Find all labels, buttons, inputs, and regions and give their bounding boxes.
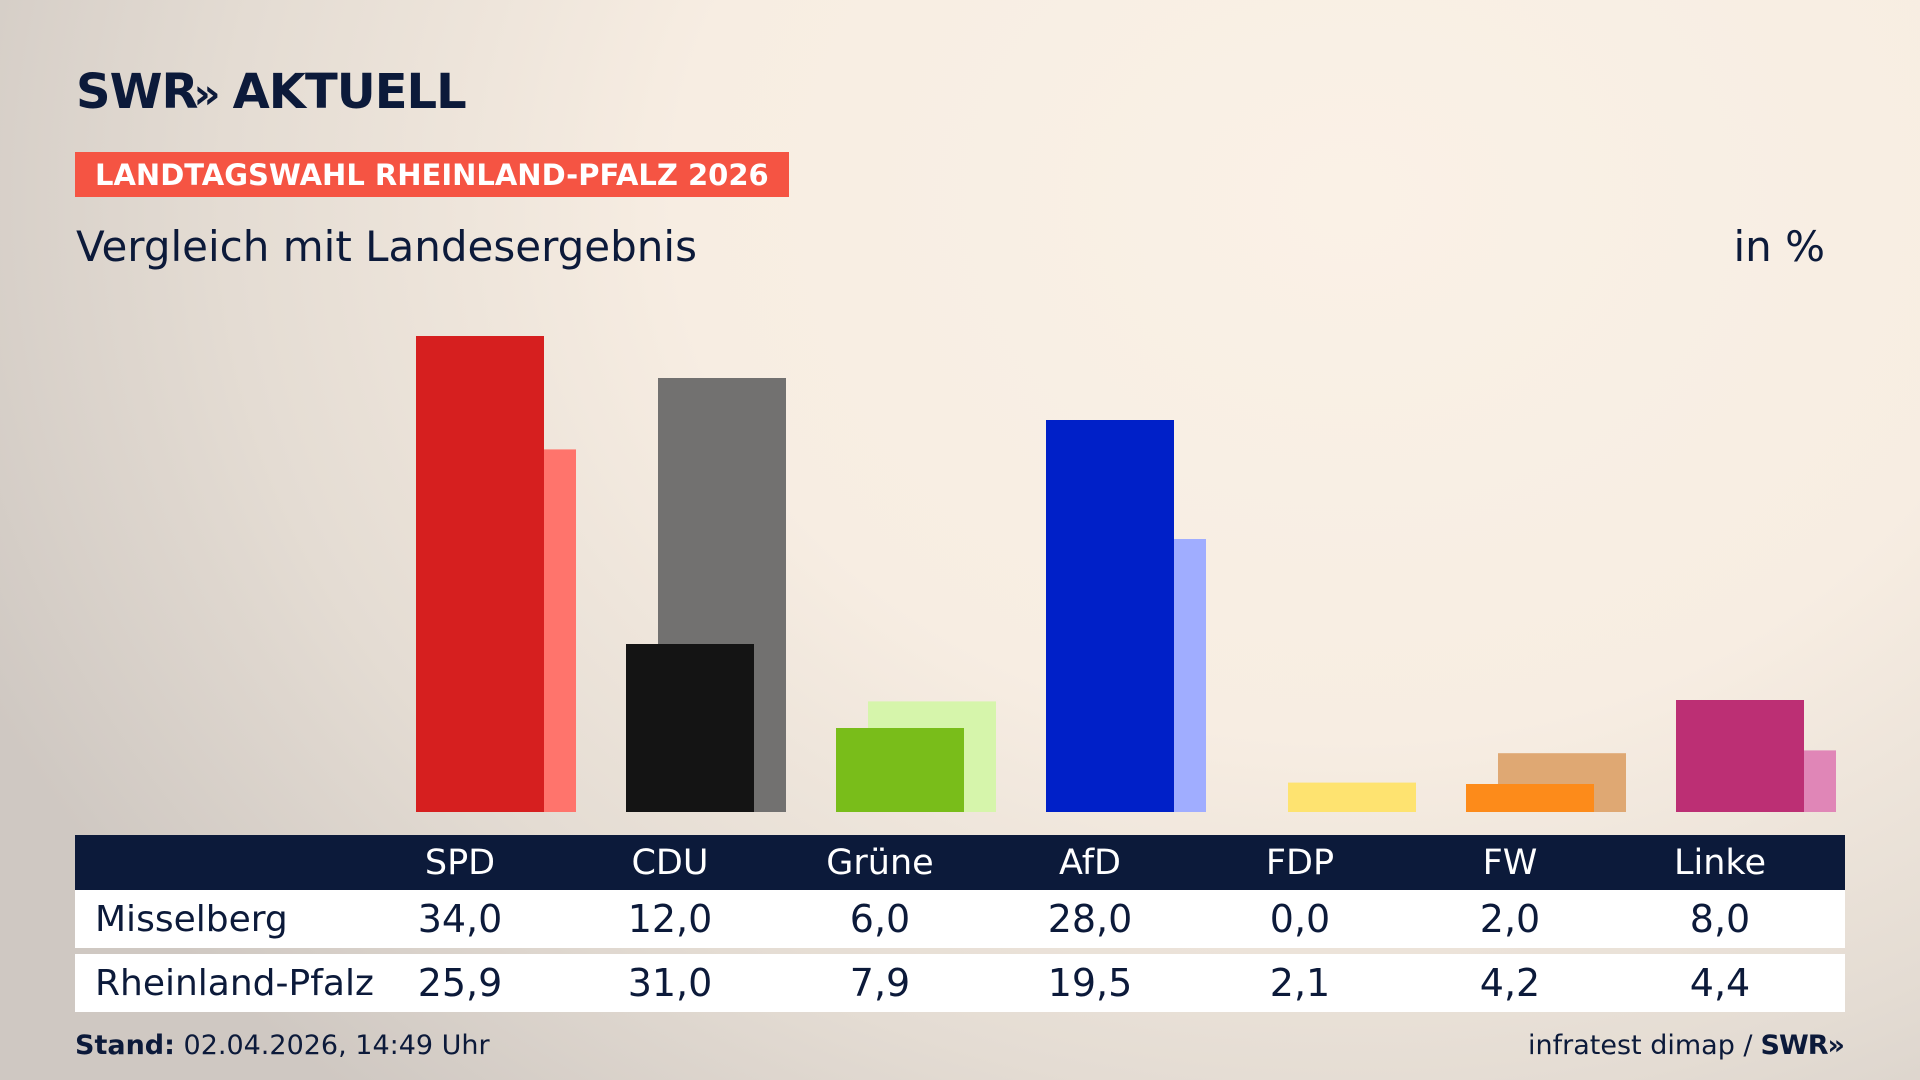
bar-local-linke (1676, 700, 1804, 812)
results-table: SPD CDU Grüne AfD FDP FW Linke Misselberg 34,0… (75, 835, 1845, 1012)
cell-state-spd: 25,9 (417, 961, 503, 1005)
cell-state-fdp: 2,1 (1269, 961, 1331, 1005)
column-header-cdu: CDU (631, 842, 709, 883)
bar-chart (416, 336, 1836, 812)
row-label-state: Rheinland-Pfalz (95, 962, 374, 1004)
column-header-fw: FW (1482, 842, 1538, 883)
brand-name: SWR (76, 64, 198, 120)
swr-small-logo: SWR» (1760, 1030, 1845, 1061)
bar-local-fw (1466, 784, 1594, 812)
bar-local-cdu (626, 644, 754, 812)
cell-state-linke: 4,4 (1689, 961, 1751, 1005)
bar-local-grüne (836, 728, 964, 812)
source-text: infratest dimap / (1528, 1030, 1753, 1061)
cell-local-spd: 34,0 (417, 897, 503, 941)
chart-subtitle: Vergleich mit Landesergebnis (76, 222, 697, 271)
row-label-local: Misselberg (95, 898, 288, 940)
swr-aktuell-logo: SWR» AKTUELL (76, 64, 467, 120)
unit-label: in % (1733, 222, 1825, 271)
cell-state-fw: 4,2 (1479, 961, 1541, 1005)
timestamp: Stand: 02.04.2026, 14:49 Uhr (75, 1030, 490, 1061)
cell-local-fdp: 0,0 (1269, 897, 1331, 941)
cell-local-afd: 28,0 (1047, 897, 1133, 941)
cell-local-fw: 2,0 (1479, 897, 1541, 941)
brand-sub: AKTUELL (232, 64, 467, 120)
table-header-spacer (75, 862, 355, 863)
column-header-grüne: Grüne (826, 842, 934, 883)
source-credit: infratest dimap / SWR» (1528, 1030, 1845, 1061)
column-header-spd: SPD (424, 842, 496, 883)
table-row-local: Misselberg 34,0 12,0 6,0 28,0 0,0 2,0 8,0 (75, 890, 1845, 948)
table-row-state: Rheinland-Pfalz 25,9 31,0 7,9 19,5 2,1 4,2 4,4 (75, 954, 1845, 1012)
cell-local-linke: 8,0 (1689, 897, 1751, 941)
election-banner: LANDTAGSWAHL RHEINLAND-PFALZ 2026 (75, 152, 789, 197)
cell-state-afd: 19,5 (1047, 961, 1133, 1005)
table-header: SPD CDU Grüne AfD FDP FW Linke (75, 835, 1845, 890)
column-header-afd: AfD (1059, 842, 1121, 883)
cell-state-grüne: 7,9 (849, 961, 911, 1005)
bar-local-spd (416, 336, 544, 812)
column-header-fdp: FDP (1265, 842, 1335, 883)
stand-value: 02.04.2026, 14:49 Uhr (183, 1030, 490, 1061)
bar-local-afd (1046, 420, 1174, 812)
cell-state-cdu: 31,0 (627, 961, 713, 1005)
cell-local-cdu: 12,0 (627, 897, 713, 941)
cell-local-grüne: 6,0 (849, 897, 911, 941)
stand-label: Stand: (75, 1030, 175, 1061)
column-header-linke: Linke (1674, 842, 1766, 883)
bar-state-fdp (1288, 782, 1416, 812)
